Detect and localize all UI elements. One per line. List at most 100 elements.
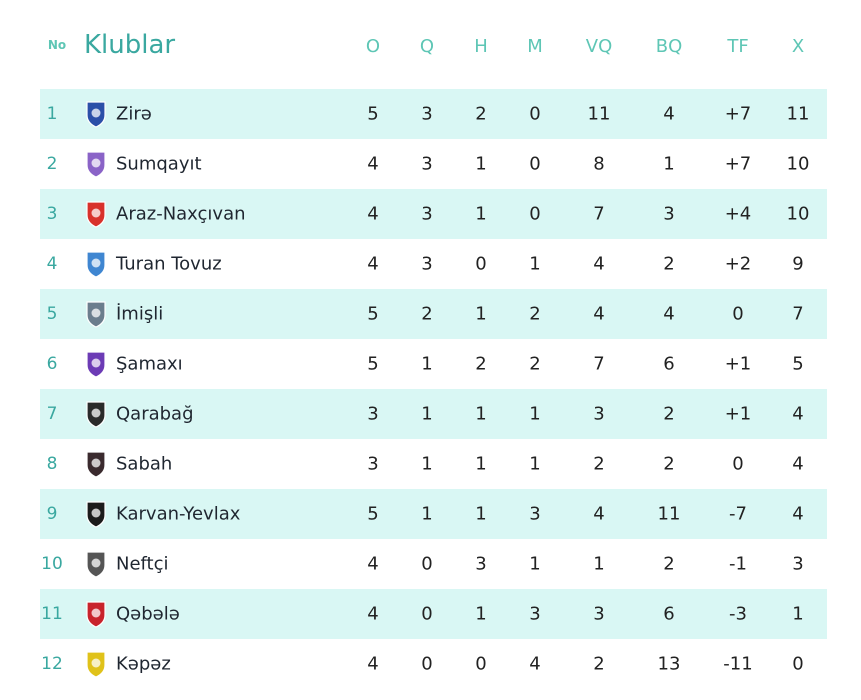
table-row[interactable]: 11 Qəbələ 4 0 1 3 3 6 -3 1 (40, 589, 827, 639)
club-name[interactable]: Şamaxı (116, 353, 183, 375)
club-logo-icon (86, 401, 106, 428)
cell-losses: 4 (529, 653, 541, 675)
table-row[interactable]: 2 Sumqayıt 4 3 1 0 8 1 +7 10 (40, 139, 827, 189)
cell-losses: 2 (529, 353, 541, 375)
header-played: O (365, 36, 381, 57)
position: 9 (46, 504, 58, 524)
cell-goals-against: 11 (657, 503, 681, 525)
cell-played: 4 (367, 553, 379, 575)
table-row[interactable]: 3 Araz-Naxçıvan 4 3 1 0 7 3 +4 10 (40, 189, 827, 239)
cell-goal-diff: -7 (729, 503, 747, 525)
cell-points: 7 (792, 303, 804, 325)
header-wins: Q (419, 36, 435, 57)
cell-wins: 2 (421, 303, 433, 325)
cell-played: 4 (367, 203, 379, 225)
cell-draws: 3 (475, 553, 487, 575)
club-name[interactable]: Neftçi (116, 553, 169, 575)
standings-table: No Klublar O Q H M VQ BQ TF X 1 Zirə 5 3 2 0 1… (40, 0, 827, 689)
cell-goals-for: 2 (593, 653, 605, 675)
cell-goals-for: 4 (593, 303, 605, 325)
cell-wins: 0 (421, 653, 433, 675)
cell-goals-for: 4 (593, 503, 605, 525)
club-name[interactable]: Zirə (116, 103, 152, 125)
club-logo-icon (86, 451, 106, 478)
position: 12 (41, 654, 63, 674)
cell-goals-for: 8 (593, 153, 605, 175)
cell-goals-for: 7 (593, 353, 605, 375)
cell-points: 9 (792, 253, 804, 275)
club-name[interactable]: Sumqayıt (116, 153, 202, 175)
cell-goals-against: 2 (663, 253, 675, 275)
cell-points: 10 (786, 153, 810, 175)
table-row[interactable]: 4 Turan Tovuz 4 3 0 1 4 2 +2 9 (40, 239, 827, 289)
cell-losses: 0 (529, 203, 541, 225)
cell-wins: 1 (421, 453, 433, 475)
table-row[interactable]: 10 Neftçi 4 0 3 1 1 2 -1 3 (40, 539, 827, 589)
cell-losses: 1 (529, 453, 541, 475)
table-row[interactable]: 1 Zirə 5 3 2 0 11 4 +7 11 (40, 89, 827, 139)
header-points: X (791, 36, 805, 57)
cell-draws: 0 (475, 653, 487, 675)
cell-wins: 1 (421, 503, 433, 525)
cell-goals-against: 13 (657, 653, 681, 675)
cell-points: 3 (792, 553, 804, 575)
position: 1 (46, 104, 58, 124)
table-row[interactable]: 9 Karvan-Yevlax 5 1 1 3 4 11 -7 4 (40, 489, 827, 539)
club-name[interactable]: Karvan-Yevlax (116, 503, 241, 525)
position: 2 (46, 154, 58, 174)
cell-wins: 1 (421, 353, 433, 375)
position: 3 (46, 204, 58, 224)
cell-points: 5 (792, 353, 804, 375)
cell-losses: 3 (529, 603, 541, 625)
cell-wins: 0 (421, 553, 433, 575)
table-row[interactable]: 12 Kəpəz 4 0 0 4 2 13 -11 0 (40, 639, 827, 689)
cell-wins: 0 (421, 603, 433, 625)
cell-goal-diff: -11 (723, 653, 753, 675)
club-logo-icon (86, 251, 106, 278)
club-name[interactable]: Araz-Naxçıvan (116, 203, 246, 225)
club-logo-icon (86, 151, 106, 178)
cell-points: 0 (792, 653, 804, 675)
cell-goal-diff: +2 (724, 253, 752, 275)
cell-losses: 3 (529, 503, 541, 525)
cell-goal-diff: 0 (732, 453, 744, 475)
cell-losses: 2 (529, 303, 541, 325)
cell-played: 4 (367, 653, 379, 675)
club-name[interactable]: Qarabağ (116, 403, 194, 425)
cell-wins: 3 (421, 253, 433, 275)
club-name[interactable]: Turan Tovuz (116, 253, 222, 275)
cell-played: 4 (367, 253, 379, 275)
cell-wins: 3 (421, 153, 433, 175)
cell-goals-against: 4 (663, 103, 675, 125)
cell-draws: 1 (475, 603, 487, 625)
cell-goals-against: 2 (663, 403, 675, 425)
table-header: No Klublar O Q H M VQ BQ TF X (40, 0, 827, 89)
position: 11 (41, 604, 63, 624)
club-name[interactable]: Sabah (116, 453, 173, 475)
header-clubs: Klublar (84, 30, 176, 60)
club-name[interactable]: İmişli (116, 303, 164, 325)
cell-goals-against: 2 (663, 453, 675, 475)
header-goals-against: BQ (655, 36, 683, 57)
club-logo-icon (86, 551, 106, 578)
cell-played: 4 (367, 603, 379, 625)
cell-draws: 0 (475, 253, 487, 275)
cell-goal-diff: +1 (724, 353, 752, 375)
position: 8 (46, 454, 58, 474)
position: 5 (46, 304, 58, 324)
cell-goals-for: 4 (593, 253, 605, 275)
cell-goals-against: 1 (663, 153, 675, 175)
cell-played: 4 (367, 153, 379, 175)
club-logo-icon (86, 601, 106, 628)
table-row[interactable]: 5 İmişli 5 2 1 2 4 4 0 7 (40, 289, 827, 339)
cell-goal-diff: +7 (724, 103, 752, 125)
cell-goals-against: 3 (663, 203, 675, 225)
club-name[interactable]: Qəbələ (116, 603, 180, 625)
cell-losses: 0 (529, 153, 541, 175)
club-name[interactable]: Kəpəz (116, 653, 171, 675)
cell-goals-against: 6 (663, 603, 675, 625)
table-row[interactable]: 7 Qarabağ 3 1 1 1 3 2 +1 4 (40, 389, 827, 439)
cell-goal-diff: -1 (729, 553, 747, 575)
table-row[interactable]: 8 Sabah 3 1 1 1 2 2 0 4 (40, 439, 827, 489)
table-row[interactable]: 6 Şamaxı 5 1 2 2 7 6 +1 5 (40, 339, 827, 389)
